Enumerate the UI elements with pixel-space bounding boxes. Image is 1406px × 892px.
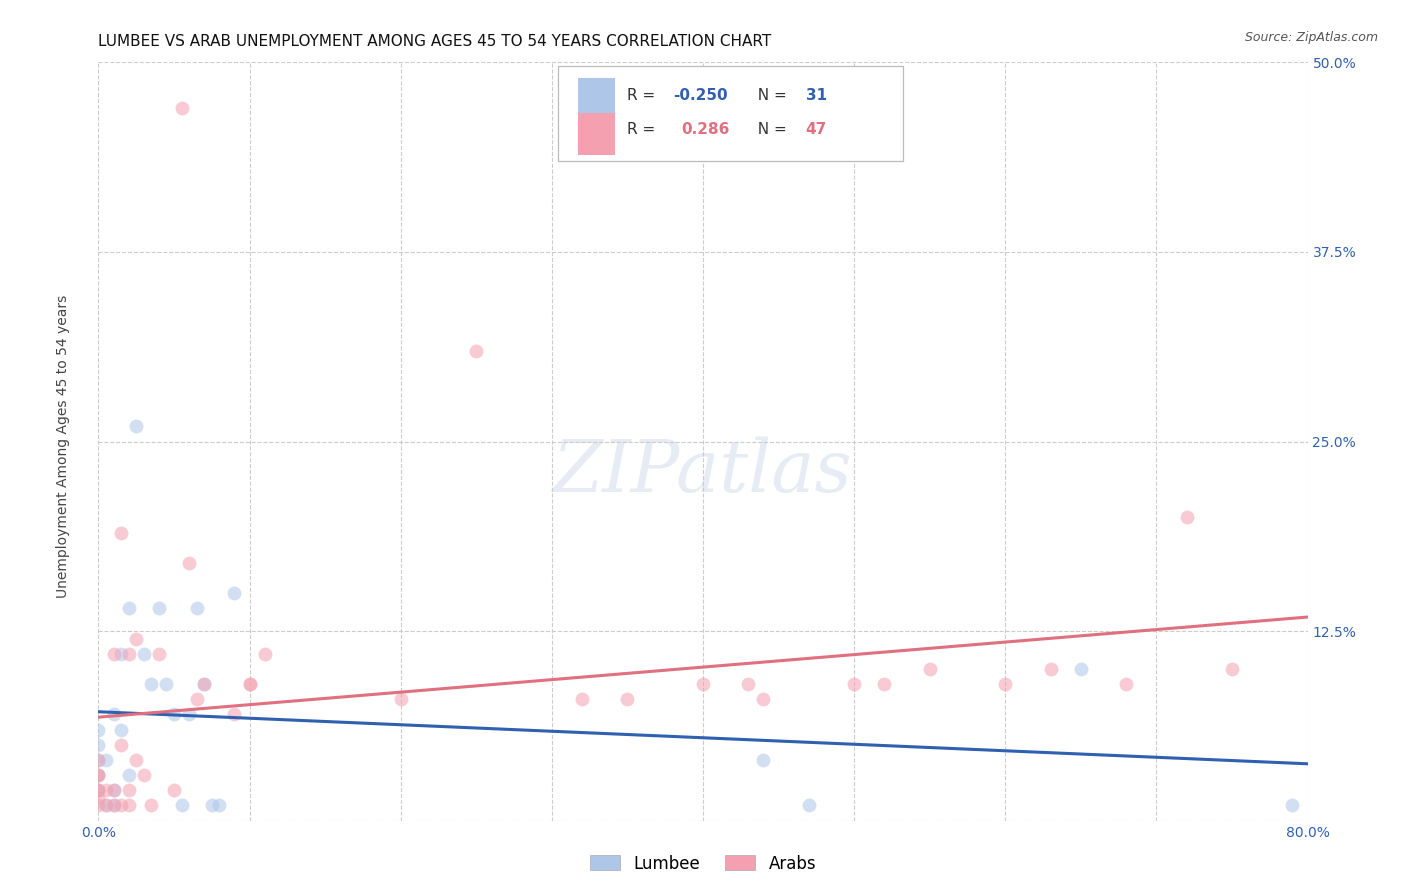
Point xyxy=(163,783,186,797)
Text: LUMBEE VS ARAB UNEMPLOYMENT AMONG AGES 45 TO 54 YEARS CORRELATION CHART: LUMBEE VS ARAB UNEMPLOYMENT AMONG AGES 4… xyxy=(98,34,772,49)
Point xyxy=(253,647,276,661)
Point xyxy=(201,798,224,813)
Point xyxy=(1281,798,1303,813)
Point xyxy=(186,692,208,706)
Point xyxy=(170,798,193,813)
Point xyxy=(87,723,110,737)
Point xyxy=(208,798,231,813)
Text: ZIPatlas: ZIPatlas xyxy=(553,436,853,508)
Point xyxy=(155,677,177,691)
Point xyxy=(94,798,117,813)
Point xyxy=(1220,662,1243,676)
Point xyxy=(94,753,117,767)
Point xyxy=(737,677,759,691)
Point xyxy=(132,768,155,782)
Text: 31: 31 xyxy=(806,87,827,103)
Point xyxy=(224,586,246,600)
Point xyxy=(87,738,110,752)
Text: Unemployment Among Ages 45 to 54 years: Unemployment Among Ages 45 to 54 years xyxy=(56,294,70,598)
Point xyxy=(118,783,141,797)
Point xyxy=(465,343,488,358)
Point xyxy=(797,798,820,813)
Point xyxy=(125,632,148,646)
Point xyxy=(163,707,186,722)
Point xyxy=(389,692,412,706)
Text: N =: N = xyxy=(748,87,792,103)
Point xyxy=(179,707,201,722)
Point xyxy=(87,768,110,782)
Point xyxy=(918,662,941,676)
Point xyxy=(103,707,125,722)
Text: R =: R = xyxy=(627,87,659,103)
Point xyxy=(87,783,110,797)
FancyBboxPatch shape xyxy=(558,66,903,161)
Point xyxy=(692,677,714,691)
Point xyxy=(87,753,110,767)
Bar xyxy=(578,112,614,154)
Point xyxy=(571,692,593,706)
Point xyxy=(125,419,148,434)
Point xyxy=(110,738,132,752)
Point xyxy=(239,677,262,691)
Point xyxy=(87,768,110,782)
Point xyxy=(193,677,215,691)
Point xyxy=(141,677,163,691)
Point xyxy=(616,692,638,706)
Point xyxy=(1175,510,1198,524)
Point xyxy=(118,798,141,813)
Point xyxy=(87,783,110,797)
Point xyxy=(179,556,201,570)
Point xyxy=(170,101,193,115)
Point xyxy=(87,791,110,805)
Point xyxy=(1039,662,1062,676)
Point xyxy=(118,768,141,782)
Point xyxy=(193,677,215,691)
Point xyxy=(94,798,117,813)
Point xyxy=(110,647,132,661)
Legend: Lumbee, Arabs: Lumbee, Arabs xyxy=(583,848,823,880)
Point xyxy=(103,798,125,813)
Point xyxy=(844,677,866,691)
Point xyxy=(752,753,775,767)
Point xyxy=(1115,677,1137,691)
Point xyxy=(110,525,132,540)
Text: R =: R = xyxy=(627,122,665,137)
Point xyxy=(239,677,262,691)
Point xyxy=(87,798,110,813)
Point xyxy=(873,677,896,691)
Bar xyxy=(578,78,614,120)
Point xyxy=(141,798,163,813)
Text: 47: 47 xyxy=(806,122,827,137)
Point xyxy=(87,768,110,782)
Point xyxy=(148,647,170,661)
Point xyxy=(118,647,141,661)
Text: Source: ZipAtlas.com: Source: ZipAtlas.com xyxy=(1244,31,1378,45)
Point xyxy=(132,647,155,661)
Point xyxy=(103,783,125,797)
Point xyxy=(994,677,1017,691)
Point xyxy=(125,753,148,767)
Point xyxy=(148,601,170,615)
Point xyxy=(1070,662,1092,676)
Point xyxy=(103,647,125,661)
Point xyxy=(224,707,246,722)
Text: 0.286: 0.286 xyxy=(682,122,730,137)
Text: -0.250: -0.250 xyxy=(673,87,727,103)
Point xyxy=(94,783,117,797)
Text: N =: N = xyxy=(748,122,792,137)
Point xyxy=(752,692,775,706)
Point xyxy=(103,798,125,813)
Point xyxy=(87,753,110,767)
Point xyxy=(87,783,110,797)
Point xyxy=(118,601,141,615)
Point xyxy=(186,601,208,615)
Point xyxy=(110,798,132,813)
Point xyxy=(103,783,125,797)
Point xyxy=(110,723,132,737)
